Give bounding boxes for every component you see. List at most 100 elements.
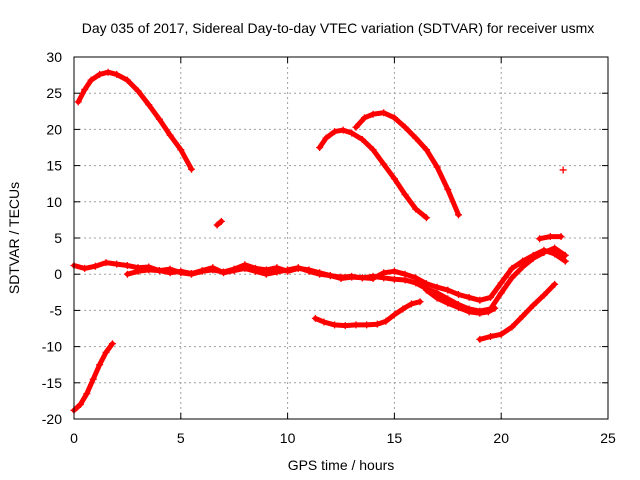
data-point xyxy=(380,160,388,168)
x-axis-label: GPS time / hours xyxy=(288,457,395,473)
data-point xyxy=(123,262,131,270)
y-tick-label: -10 xyxy=(42,339,62,355)
data-point xyxy=(407,300,415,308)
data-point xyxy=(294,264,302,272)
data-point xyxy=(166,131,174,139)
data-point xyxy=(399,305,407,313)
series-layer xyxy=(70,68,569,414)
data-point xyxy=(187,269,195,277)
data-point xyxy=(311,314,319,322)
data-point xyxy=(284,266,292,274)
data-point xyxy=(422,286,430,294)
data-point xyxy=(134,87,142,95)
data-point xyxy=(540,291,548,299)
data-point xyxy=(358,136,366,144)
data-point xyxy=(187,165,195,173)
data-point xyxy=(81,264,89,272)
data-point xyxy=(320,318,328,326)
data-point xyxy=(487,293,495,301)
data-point xyxy=(390,275,398,283)
y-axis: -20 -15 -10 -5 0 5 10 15 20 25 30 xyxy=(42,49,608,427)
data-point xyxy=(433,163,441,171)
data-point xyxy=(390,175,398,183)
data-point xyxy=(551,280,559,288)
chart-title: Day 035 of 2017, Sidereal Day-to-day VTE… xyxy=(82,20,595,36)
data-point xyxy=(476,309,484,317)
data-point xyxy=(401,191,409,199)
data-point xyxy=(382,317,390,325)
data-point xyxy=(123,76,131,84)
data-point xyxy=(390,267,398,275)
series-track-8 xyxy=(311,298,424,330)
data-point xyxy=(322,134,330,142)
y-tick-label: 0 xyxy=(54,266,62,282)
x-tick-label: 20 xyxy=(493,430,509,446)
data-point xyxy=(155,267,163,275)
data-point xyxy=(331,128,339,136)
data-point xyxy=(104,68,112,76)
data-point xyxy=(74,98,82,106)
data-point xyxy=(123,270,131,278)
x-axis: 0 5 10 15 20 25 xyxy=(70,57,616,446)
data-point xyxy=(369,272,377,280)
data-point xyxy=(252,267,260,275)
data-point xyxy=(491,304,499,312)
data-point xyxy=(529,254,537,262)
data-point xyxy=(454,211,462,219)
data-point xyxy=(177,267,185,275)
data-point xyxy=(348,129,356,137)
data-point xyxy=(241,264,249,272)
data-point xyxy=(96,70,104,78)
data-point xyxy=(352,123,360,131)
series-track-1 xyxy=(74,68,195,173)
data-point xyxy=(557,233,565,241)
data-point xyxy=(497,279,505,287)
data-point xyxy=(454,304,462,312)
data-point xyxy=(262,270,270,278)
series-track-12 xyxy=(559,166,567,174)
data-point xyxy=(519,312,527,320)
data-point xyxy=(373,320,381,328)
data-point xyxy=(273,268,281,276)
data-point xyxy=(529,301,537,309)
y-tick-label: -20 xyxy=(42,411,62,427)
data-point xyxy=(412,205,420,213)
series-track-4 xyxy=(316,126,430,222)
data-point xyxy=(444,185,452,193)
data-point xyxy=(551,244,559,252)
series-track-10 xyxy=(476,280,559,343)
y-tick-label: -15 xyxy=(42,375,62,391)
y-tick-label: 25 xyxy=(46,85,62,101)
data-point xyxy=(476,296,484,304)
x-tick-label: 5 xyxy=(177,430,185,446)
x-tick-label: 10 xyxy=(280,430,296,446)
data-point xyxy=(113,260,121,268)
y-tick-label: -5 xyxy=(50,302,63,318)
data-point xyxy=(83,390,91,398)
data-point xyxy=(401,123,409,131)
data-point xyxy=(476,335,484,343)
data-point xyxy=(177,146,185,154)
y-tick-label: 20 xyxy=(46,121,62,137)
data-point xyxy=(369,110,377,118)
series-track-9 xyxy=(422,286,499,317)
x-tick-label: 0 xyxy=(70,430,78,446)
x-tick-label: 15 xyxy=(387,430,403,446)
data-point xyxy=(209,264,217,272)
data-point xyxy=(81,86,89,94)
data-point xyxy=(217,217,225,225)
data-point xyxy=(454,290,462,298)
y-axis-label: SDTVAR / TECUs xyxy=(6,182,22,294)
data-point xyxy=(337,275,345,283)
data-point xyxy=(444,299,452,307)
data-point xyxy=(422,214,430,222)
data-point xyxy=(508,323,516,331)
data-point xyxy=(348,273,356,281)
x-tick-label: 25 xyxy=(600,430,616,446)
data-point xyxy=(145,101,153,109)
data-point xyxy=(358,274,366,282)
y-tick-label: 10 xyxy=(46,194,62,210)
data-point xyxy=(380,274,388,282)
data-point xyxy=(108,340,116,348)
